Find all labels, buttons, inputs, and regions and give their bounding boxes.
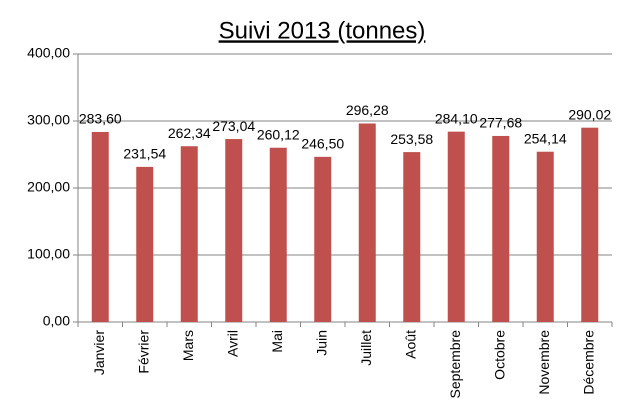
bar [91, 131, 109, 322]
bar [581, 127, 599, 322]
bar [358, 123, 376, 322]
y-tick-label: 0,00 [43, 313, 70, 329]
data-label: 273,04 [212, 118, 255, 134]
data-label: 277,68 [479, 115, 522, 131]
y-tick-label: 300,00 [27, 112, 70, 128]
x-tick-label: Mai [269, 330, 285, 353]
bar [136, 166, 154, 322]
x-tick-label: Novembre [536, 330, 552, 395]
data-label: 290,02 [568, 106, 611, 122]
x-tick-label: Juillet [358, 330, 374, 366]
y-tick-label: 100,00 [27, 246, 70, 262]
x-tick-label: Octobre [491, 330, 507, 380]
bar [492, 135, 510, 322]
x-tick-label: Avril [224, 330, 240, 357]
bar [269, 147, 287, 322]
bar [180, 146, 198, 322]
chart-title: Suivi 2013 (tonnes) [219, 17, 426, 44]
data-label: 231,54 [123, 146, 166, 162]
x-tick-label: Janvier [91, 330, 107, 375]
data-label: 284,10 [435, 110, 478, 126]
bar [314, 156, 332, 322]
x-tick-label: Juin [313, 330, 329, 356]
data-label: 283,60 [79, 111, 122, 127]
x-tick-label: Décembre [580, 330, 596, 395]
y-tick-label: 200,00 [27, 179, 70, 195]
x-tick-label: Mars [180, 330, 196, 361]
bar [536, 151, 554, 322]
data-label: 262,34 [168, 125, 211, 141]
x-tick-label: Août [402, 330, 418, 359]
data-label: 296,28 [346, 102, 389, 118]
y-tick-label: 400,00 [27, 45, 70, 61]
bar [225, 139, 243, 322]
bar [447, 131, 465, 322]
data-label: 246,50 [301, 136, 344, 152]
data-label: 254,14 [524, 130, 567, 146]
x-tick-label: Février [135, 330, 151, 374]
bar [403, 152, 421, 322]
data-label: 260,12 [257, 126, 300, 142]
x-tick-label: Septembre [447, 330, 463, 399]
data-label: 253,58 [390, 131, 433, 147]
